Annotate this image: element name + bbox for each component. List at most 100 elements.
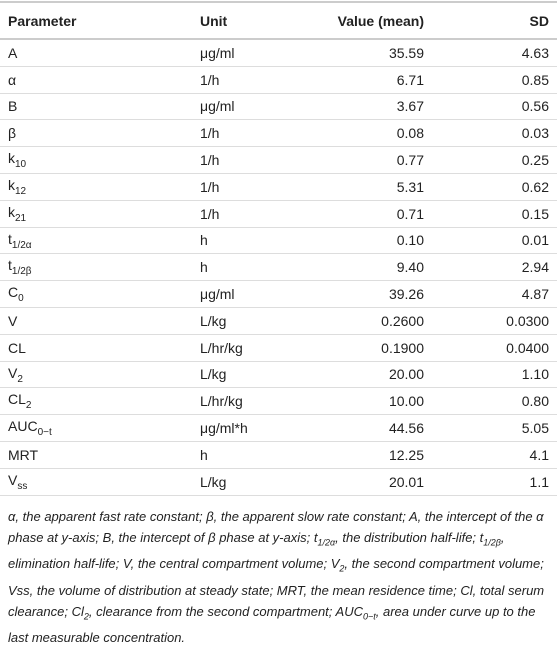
table-row: C0 μg/ml 39.26 4.87 — [0, 280, 557, 308]
unit-cell: μg/ml — [192, 39, 322, 67]
parameter-cell: t1/2α — [0, 227, 192, 255]
value-cell: 0.77 — [322, 146, 432, 174]
value-cell: 20.01 — [322, 468, 432, 496]
footnote-text: , clearance from the second compartment;… — [88, 603, 363, 619]
unit-cell: h — [192, 253, 322, 282]
sd-cell: 2.94 — [432, 253, 557, 282]
unit-cell: 1/h — [192, 173, 322, 201]
table-row: k10 1/h 0.77 0.25 — [0, 146, 557, 174]
parameter-cell: V — [0, 307, 192, 335]
parameter-cell: CL2 — [0, 387, 192, 416]
table-row: t1/2α h 0.10 0.01 — [0, 227, 557, 255]
value-cell: 44.56 — [322, 414, 432, 442]
value-cell: 6.71 — [322, 66, 432, 94]
parameter-cell: V2 — [0, 361, 192, 389]
parameter-name: C — [8, 284, 19, 301]
table-row: α 1/h 6.71 0.85 — [0, 66, 557, 94]
parameter-subscript: 0−t — [37, 426, 52, 438]
unit-cell: 1/h — [192, 66, 322, 94]
value-cell: 12.25 — [322, 441, 432, 469]
parameter-cell: Vss — [0, 468, 192, 496]
header-cell: Value (mean) — [322, 1, 432, 40]
parameter-cell: MRT — [0, 441, 192, 469]
footnote-text: , elimination half-life; V, the central … — [8, 529, 505, 572]
table-row: k21 1/h 0.71 0.15 — [0, 200, 557, 228]
unit-cell: μg/ml — [192, 93, 322, 121]
sd-cell: 0.56 — [432, 93, 557, 121]
header-cell: Unit — [192, 1, 322, 40]
header-cell: SD — [432, 1, 557, 40]
footnote-subscript: 0−t — [362, 611, 376, 622]
value-cell: 0.1900 — [322, 334, 432, 362]
parameter-name: CL — [8, 391, 26, 408]
value-cell: 0.08 — [322, 119, 432, 148]
parameter-subscript: 21 — [15, 212, 27, 224]
table-row: V L/kg 0.2600 0.0300 — [0, 307, 557, 335]
value-cell: 5.31 — [322, 173, 432, 201]
footnote-text: α, the apparent fast rate constant; β, t… — [8, 508, 544, 545]
parameter-subscript: 12 — [15, 185, 27, 197]
value-cell: 20.00 — [322, 361, 432, 389]
unit-cell: L/kg — [192, 468, 322, 496]
unit-cell: L/hr/kg — [192, 387, 322, 416]
parameter-cell: k10 — [0, 146, 192, 174]
table-row: β 1/h 0.08 0.03 — [0, 119, 557, 148]
unit-cell: L/hr/kg — [192, 334, 322, 362]
footnote-subscript: 2 — [83, 611, 89, 622]
sd-cell: 1.1 — [432, 468, 557, 496]
parameter-subscript: 10 — [15, 158, 27, 170]
parameter-name: α — [8, 71, 17, 88]
table-row: CL L/hr/kg 0.1900 0.0400 — [0, 334, 557, 362]
parameter-name: k — [8, 150, 15, 167]
unit-cell: 1/h — [192, 200, 322, 228]
sd-cell: 0.0300 — [432, 307, 557, 335]
header-row: Parameter Unit Value (mean) SD — [0, 1, 557, 40]
parameter-cell: CL — [0, 334, 192, 362]
sd-cell: 4.87 — [432, 280, 557, 308]
parameter-subscript: 0 — [18, 292, 24, 304]
parameter-cell: C0 — [0, 280, 192, 308]
value-cell: 3.67 — [322, 93, 432, 121]
parameter-cell: AUC0−t — [0, 414, 192, 442]
parameter-cell: A — [0, 39, 192, 67]
footnote-text: , the second compartment volume; Vss, th… — [8, 556, 545, 619]
table-row: CL2 L/hr/kg 10.00 0.80 — [0, 387, 557, 416]
sd-cell: 5.05 — [432, 414, 557, 442]
footnote-subscript: 1/2β — [483, 537, 501, 548]
unit-cell: h — [192, 441, 322, 469]
table-row: t1/2β h 9.40 2.94 — [0, 253, 557, 282]
sd-cell: 4.63 — [432, 39, 557, 67]
table-row: k12 1/h 5.31 0.62 — [0, 173, 557, 201]
parameter-cell: k21 — [0, 200, 192, 228]
sd-cell: 0.80 — [432, 387, 557, 416]
sd-cell: 0.25 — [432, 146, 557, 174]
parameter-cell: k12 — [0, 173, 192, 201]
sd-cell: 0.62 — [432, 173, 557, 201]
sd-cell: 0.01 — [432, 227, 557, 255]
value-cell: 0.2600 — [322, 307, 432, 335]
table-row: MRT h 12.25 4.1 — [0, 441, 557, 469]
sd-cell: 1.10 — [432, 361, 557, 389]
parameter-name: β — [8, 125, 17, 142]
parameter-name: t — [8, 257, 12, 274]
sd-cell: 4.1 — [432, 441, 557, 469]
parameter-name: k — [8, 176, 15, 193]
value-cell: 10.00 — [322, 387, 432, 416]
parameter-subscript: 1/2β — [11, 266, 32, 278]
footnote-text: , the distribution half-life; t — [335, 529, 484, 545]
value-cell: 0.10 — [322, 227, 432, 255]
unit-cell: L/kg — [192, 307, 322, 335]
unit-cell: L/kg — [192, 361, 322, 389]
parameter-name: t — [8, 230, 12, 247]
parameter-cell: β — [0, 119, 192, 148]
parameter-name: V — [8, 364, 18, 381]
value-cell: 9.40 — [322, 253, 432, 282]
table-row: V2 L/kg 20.00 1.10 — [0, 361, 557, 389]
table-row: AUC0−t μg/ml*h 44.56 5.05 — [0, 414, 557, 442]
parameter-name: V — [8, 471, 18, 488]
parameter-name: k — [8, 203, 15, 220]
header-cell: Parameter — [0, 1, 192, 40]
unit-cell: h — [192, 227, 322, 255]
